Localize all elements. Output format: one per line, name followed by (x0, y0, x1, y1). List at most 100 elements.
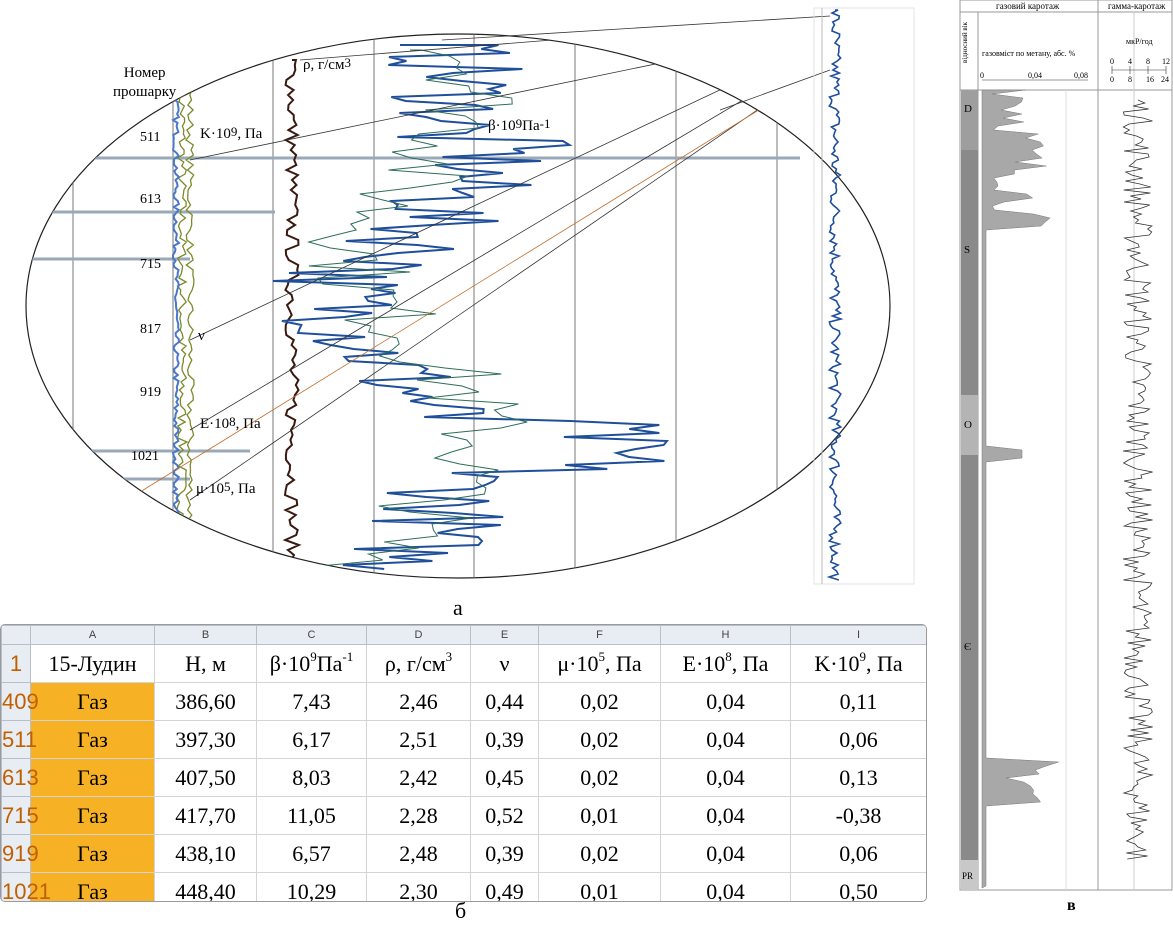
table-cell[interactable]: Газ (30, 796, 155, 835)
row-number[interactable]: 1021 (1, 872, 51, 901)
table-cell[interactable]: 0,39 (470, 834, 539, 873)
e-curve-label: E·108, Па (200, 414, 261, 432)
table-cell[interactable]: 386,60 (154, 682, 257, 721)
table-cell[interactable]: Газ (30, 872, 155, 901)
table-cell[interactable]: 438,10 (154, 834, 257, 873)
age-s: S (964, 244, 971, 256)
header-cell-well[interactable]: 15-Лудин (30, 644, 155, 683)
column-letter-row: A B C D E F H I (1, 625, 926, 645)
gamma-tick-bottom-2: 16 (1146, 75, 1154, 84)
col-letter-h[interactable]: H (660, 625, 791, 645)
table-cell[interactable]: -0,38 (790, 796, 926, 835)
layer-number-label: Номер прошарку (113, 65, 177, 100)
table-cell[interactable]: 2,46 (366, 682, 471, 721)
col-letter-b[interactable]: B (154, 625, 257, 645)
table-cell[interactable]: Газ (30, 834, 155, 873)
table-row: 409 Газ 386,60 7,43 2,46 0,44 0,02 0,04 0,11 (1, 682, 926, 721)
table-cell[interactable]: 407,50 (154, 758, 257, 797)
table-cell[interactable]: 0,04 (660, 682, 791, 721)
table-cell[interactable]: 0,04 (660, 758, 791, 797)
table-cell[interactable]: 397,30 (154, 720, 257, 759)
col-letter-a[interactable]: A (30, 625, 155, 645)
table-cell[interactable]: Газ (30, 758, 155, 797)
beta-curve-dots (306, 49, 528, 567)
gamma-log-title: гамма-каротаж (1108, 1, 1166, 11)
header-cell-mu[interactable]: μ·105, Па (538, 644, 661, 683)
table-cell[interactable]: 0,02 (538, 834, 661, 873)
table-cell[interactable]: 0,02 (538, 758, 661, 797)
beta-curve (272, 44, 670, 570)
table-cell[interactable]: 0,44 (470, 682, 539, 721)
mini-log-curve (826, 9, 844, 581)
table-cell[interactable]: 0,02 (538, 720, 661, 759)
table-cell[interactable]: 2,42 (366, 758, 471, 797)
header-cell-e[interactable]: E·108, Па (660, 644, 791, 683)
table-cell[interactable]: 0,01 (538, 872, 661, 901)
row-number[interactable]: 1 (1, 644, 31, 683)
table-cell[interactable]: 0,11 (790, 682, 926, 721)
table-cell[interactable]: 2,28 (366, 796, 471, 835)
table-cell[interactable]: 10,29 (256, 872, 367, 901)
table-cell[interactable]: 448,40 (154, 872, 257, 901)
header-cell-nu[interactable]: ν (470, 644, 539, 683)
table-cell[interactable]: 0,04 (660, 872, 791, 901)
age-header: відносний вік (961, 22, 969, 63)
table-cell[interactable]: 0,04 (660, 834, 791, 873)
table-cell[interactable]: 0,52 (470, 796, 539, 835)
row-number[interactable]: 919 (1, 834, 39, 873)
col-letter-i[interactable]: I (790, 625, 926, 645)
zoom-ellipse (25, 33, 891, 579)
table-cell[interactable]: 6,17 (256, 720, 367, 759)
table-cell[interactable]: 0,04 (660, 720, 791, 759)
depth-511: 511 (140, 130, 161, 145)
col-letter-e[interactable]: E (470, 625, 539, 645)
table-cell[interactable]: 11,05 (256, 796, 367, 835)
table-cell[interactable]: 0,02 (538, 682, 661, 721)
table-cell[interactable]: Газ (30, 682, 155, 721)
row-number[interactable]: 613 (1, 758, 39, 797)
table-cell[interactable]: 0,49 (470, 872, 539, 901)
panel-v-graphics (959, 0, 1173, 891)
caption-b: б (455, 898, 467, 923)
col-letter-f[interactable]: F (538, 625, 661, 645)
blue-curve (171, 89, 181, 520)
col-letter-d[interactable]: D (366, 625, 471, 645)
col-letter-c[interactable]: C (256, 625, 367, 645)
table-cell[interactable]: 0,06 (790, 834, 926, 873)
table-cell[interactable]: 6,57 (256, 834, 367, 873)
row-number[interactable]: 409 (1, 682, 39, 721)
table-row: 1021 Газ 448,40 10,29 2,30 0,49 0,01 0,04 0,50 (1, 872, 926, 901)
row-number[interactable]: 511 (1, 720, 37, 759)
gamma-tick-bottom-0: 0 (1110, 75, 1114, 84)
table-cell[interactable]: 417,70 (154, 796, 257, 835)
table-cell[interactable]: 2,30 (366, 872, 471, 901)
layer-spikes (26, 156, 800, 481)
table-cell[interactable]: 0,50 (790, 872, 926, 901)
table-cell[interactable]: 0,39 (470, 720, 539, 759)
header-cell-h[interactable]: H, м (154, 644, 257, 683)
table-cell[interactable]: 0,06 (790, 720, 926, 759)
table-cell[interactable]: 0,01 (538, 796, 661, 835)
table-cell[interactable]: 7,43 (256, 682, 367, 721)
table-cell[interactable]: 2,51 (366, 720, 471, 759)
gamma-tick-bottom-1: 8 (1128, 75, 1132, 84)
table-cell[interactable]: 2,48 (366, 834, 471, 873)
header-row: 1 15-Лудин H, м β·109Па-1 ρ, г/см3 ν μ·1… (1, 644, 926, 683)
row-number[interactable]: 715 (1, 796, 39, 835)
corner-cell[interactable] (1, 625, 31, 645)
table-cell[interactable]: 0,45 (470, 758, 539, 797)
header-cell-rho[interactable]: ρ, г/см3 (366, 644, 471, 683)
header-cell-beta[interactable]: β·109Па-1 (256, 644, 367, 683)
gamma-tick-bottom-3: 24 (1161, 75, 1169, 84)
nu-curve-label: ν (198, 328, 205, 344)
table-cell[interactable]: 0,04 (660, 796, 791, 835)
depth-1021: 1021 (131, 449, 159, 464)
header-cell-k[interactable]: K·109, Па (790, 644, 926, 683)
age-d: D (964, 103, 972, 115)
table-cell[interactable]: 8,03 (256, 758, 367, 797)
age-bar (961, 90, 978, 890)
gas-tick-2: 0,08 (1074, 71, 1088, 80)
table-cell[interactable]: 0,13 (790, 758, 926, 797)
k-curve-label: K·109, Па (200, 124, 263, 142)
table-cell[interactable]: Газ (30, 720, 155, 759)
